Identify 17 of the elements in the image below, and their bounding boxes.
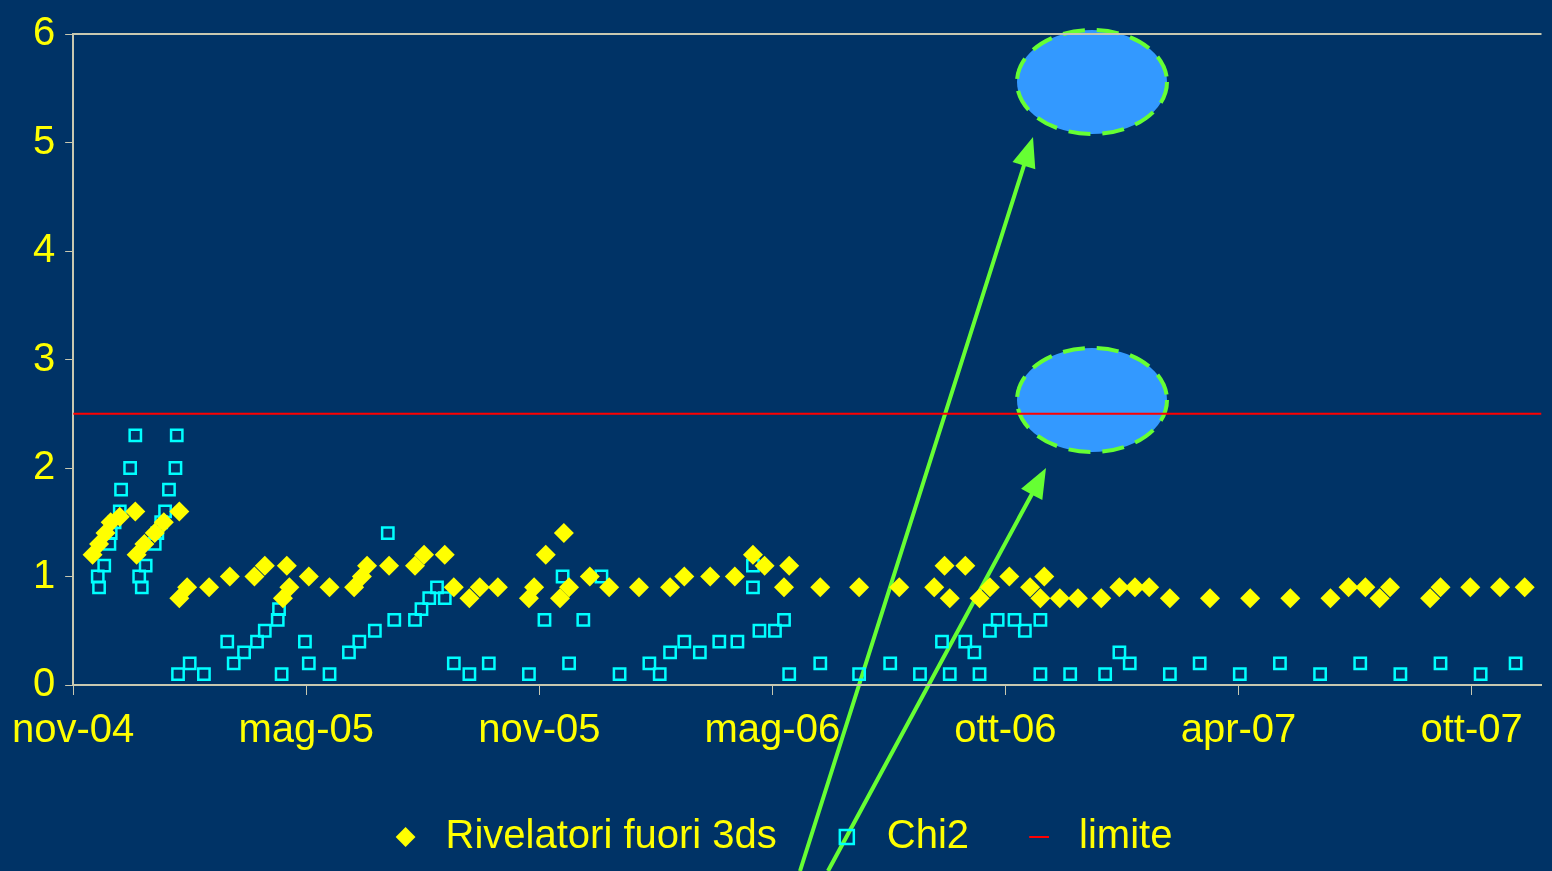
y-tick-label: 1 (32, 551, 56, 596)
y-tick-label: 6 (32, 9, 56, 54)
x-tick-label: nov-05 (478, 706, 601, 751)
y-tick-label: 3 (32, 334, 56, 379)
x-tick-label: mag-05 (238, 706, 375, 751)
y-tick-label: 2 (32, 443, 56, 488)
legend-label: Chi2 (886, 812, 970, 857)
legend-label: limite (1079, 812, 1173, 857)
legend-label: Rivelatori fuori 3ds (445, 812, 777, 857)
y-tick-label: 0 (32, 660, 56, 705)
y-tick-label: 5 (32, 117, 56, 162)
x-tick-label: nov-04 (12, 706, 135, 751)
x-tick-label: ott-07 (1420, 706, 1523, 751)
x-tick-label: mag-06 (704, 706, 841, 751)
x-tick-label: ott-06 (954, 706, 1057, 751)
y-tick-label: 4 (32, 226, 56, 271)
x-tick-label: apr-07 (1180, 706, 1297, 751)
